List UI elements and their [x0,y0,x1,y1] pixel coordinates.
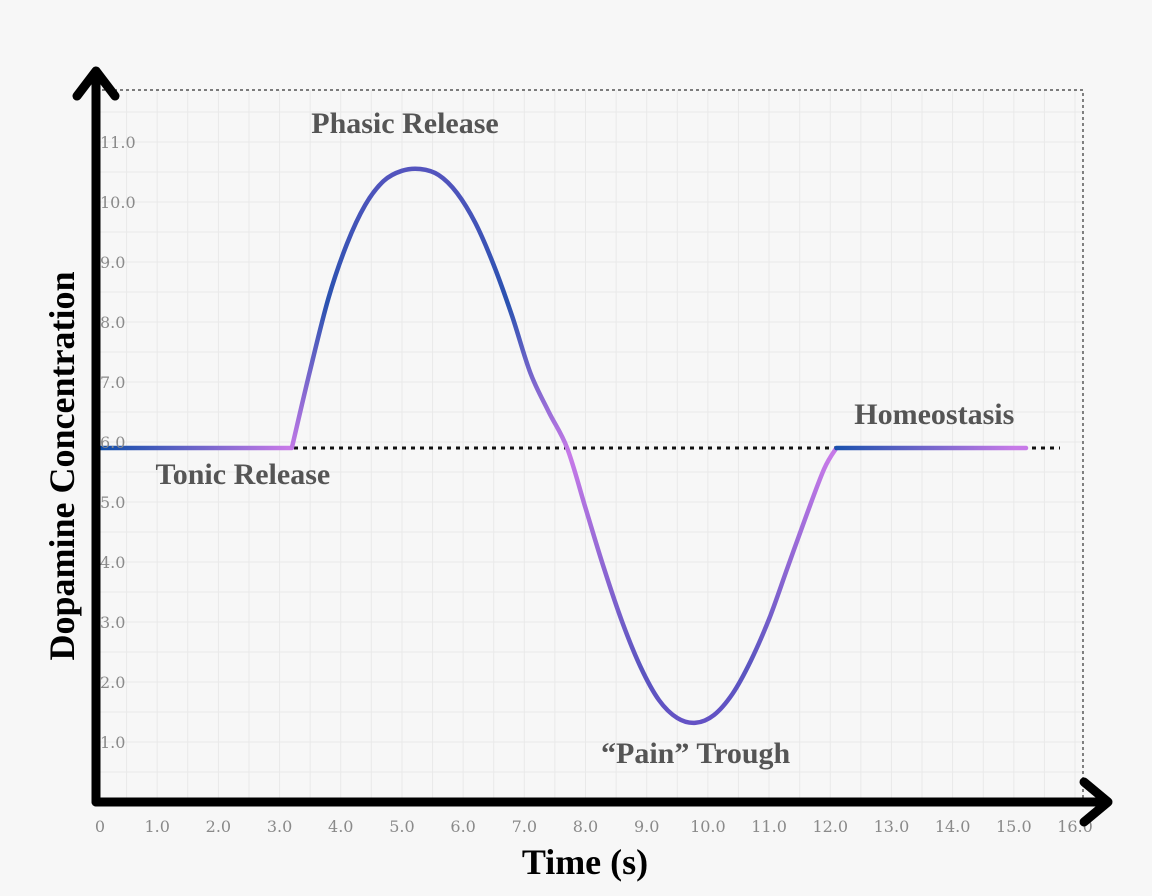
y-tick-label: 5.0 [100,493,125,512]
x-tick-labels: 0 1.0 2.0 3.0 4.0 5.0 6.0 7.0 8.0 9.0 10.0 11.0 12.0… [95,817,1093,836]
phasic-wave-segment [289,166,839,726]
y-tick-label: 8.0 [100,313,125,332]
annotation-label: Tonic Release [155,458,330,491]
x-tick-label: 12.0 [812,817,848,836]
x-axis-title: Time (s) [522,842,648,882]
x-tick-label: 3.0 [267,817,292,836]
y-tick-label: 4.0 [100,553,125,572]
y-axis-title: Dopamine Concentration [42,272,82,661]
x-tick-label: 11.0 [751,817,787,836]
y-tick-label: 2.0 [100,673,125,692]
annotation-label: Homeostasis [854,398,1014,431]
y-tick-label: 10.0 [100,193,136,212]
y-tick-labels: 1.0 2.0 3.0 4.0 5.0 6.0 7.0 8.0 9.0 10.0 11.0 [100,133,136,752]
x-tick-label: 14.0 [935,817,971,836]
x-tick-label: 0 [95,817,105,836]
y-tick-label: 6.0 [100,433,125,452]
y-tick-label: 11.0 [100,133,136,152]
x-tick-label: 2.0 [206,817,231,836]
x-tick-label: 7.0 [512,817,537,836]
x-tick-label: 9.0 [634,817,659,836]
y-tick-label: 7.0 [100,373,125,392]
grid-lines [96,90,1083,802]
x-tick-label: 6.0 [450,817,475,836]
annotation-label: “Pain” Trough [601,737,791,770]
x-tick-label: 4.0 [328,817,353,836]
x-tick-label: 15.0 [996,817,1032,836]
y-axis-arrow [72,66,120,101]
x-axis-arrow [1079,777,1113,827]
x-tick-label: 5.0 [389,817,414,836]
x-tick-label: 1.0 [144,817,169,836]
y-tick-label: 3.0 [100,613,125,632]
y-tick-label: 1.0 [100,733,125,752]
x-tick-label: 8.0 [573,817,598,836]
x-tick-label: 10.0 [690,817,726,836]
x-tick-label: 13.0 [874,817,910,836]
annotations: Phasic Release Tonic Release Homeostasis “P… [155,107,1014,770]
annotation-label: Phasic Release [311,107,498,140]
y-tick-label: 9.0 [100,253,125,272]
